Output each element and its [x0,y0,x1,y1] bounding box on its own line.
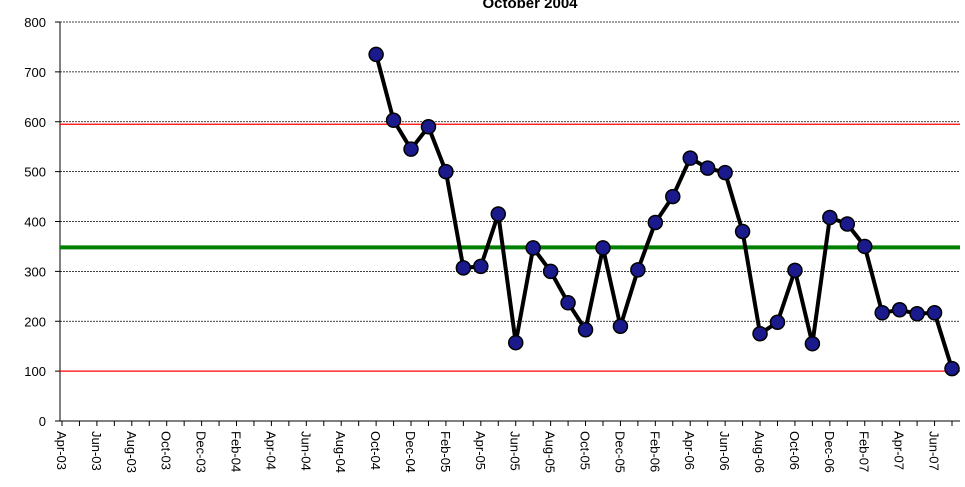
data-point [682,150,698,166]
data-point [438,163,454,180]
data-point [630,262,646,278]
data-point [699,160,716,176]
data-point [612,318,629,334]
data-point [874,305,890,321]
x-tick-label: Apr-05 [473,431,488,470]
data-point [560,295,576,311]
y-tick-label: 500 [24,165,46,180]
x-tick-label: Apr-03 [54,431,69,470]
x-tick-label: Feb-07 [857,431,872,472]
x-tick-label: Dec-04 [403,431,418,473]
x-tick-label: Oct-04 [368,431,383,470]
x-tick-label: Jun-06 [717,431,732,471]
x-tick-label: Oct-05 [578,431,593,470]
data-point [787,262,803,279]
x-tick-label: Dec-06 [822,431,837,473]
data-point [455,260,472,276]
data-point [368,46,384,63]
data-point [490,206,507,222]
data-point [822,209,838,226]
y-tick-label: 0 [39,414,46,429]
data-point [839,216,856,232]
data-point [665,188,681,205]
data-point [507,334,524,351]
y-tick-label: 200 [24,314,46,329]
y-tick-label: 300 [24,264,46,279]
x-tick-label: Aug-06 [752,431,767,473]
x-tick-label: Aug-03 [124,431,139,473]
chart-title: October 2004 [482,0,578,12]
x-tick-label: Apr-06 [682,431,697,470]
y-tick-label: 700 [24,65,46,80]
x-tick-label: Apr-07 [892,431,907,470]
data-point [525,240,541,256]
x-tick-label: Oct-06 [787,431,802,470]
y-tick-label: 400 [24,215,46,230]
data-point [595,240,611,256]
x-tick-label: Aug-05 [543,431,558,473]
data-point [403,141,419,157]
x-tick-label: Feb-04 [229,431,244,472]
x-tick-label: Oct-03 [159,431,174,470]
data-point [891,302,908,318]
y-tick-label: 100 [24,364,46,379]
y-tick-label: 600 [24,115,46,130]
data-point [420,118,437,135]
data-point [577,321,594,338]
x-tick-label: Jun-07 [927,431,942,471]
x-tick-label: Jun-05 [508,431,523,471]
x-tick-label: Feb-05 [438,431,453,472]
data-point [473,258,489,275]
data-point [909,306,925,322]
data-point [734,223,751,240]
series-line [374,53,954,370]
data-point [856,238,873,255]
x-tick-label: Jun-04 [298,431,313,471]
data-point [385,112,402,129]
x-tick-label: Apr-04 [263,431,278,470]
y-tick-label: 800 [24,15,46,30]
x-tick-label: Jun-03 [89,431,104,471]
x-tick-label: Aug-04 [333,431,348,473]
data-point [752,325,768,342]
data-point [647,214,664,231]
data-point [769,314,786,330]
x-tick-label: Feb-06 [647,431,662,472]
data-point [944,360,960,377]
data-point [804,335,821,352]
data-point [717,164,733,181]
x-tick-label: Dec-05 [612,431,627,473]
x-tick-label: Dec-03 [194,431,209,473]
data-point [542,263,559,280]
data-point [926,305,943,321]
